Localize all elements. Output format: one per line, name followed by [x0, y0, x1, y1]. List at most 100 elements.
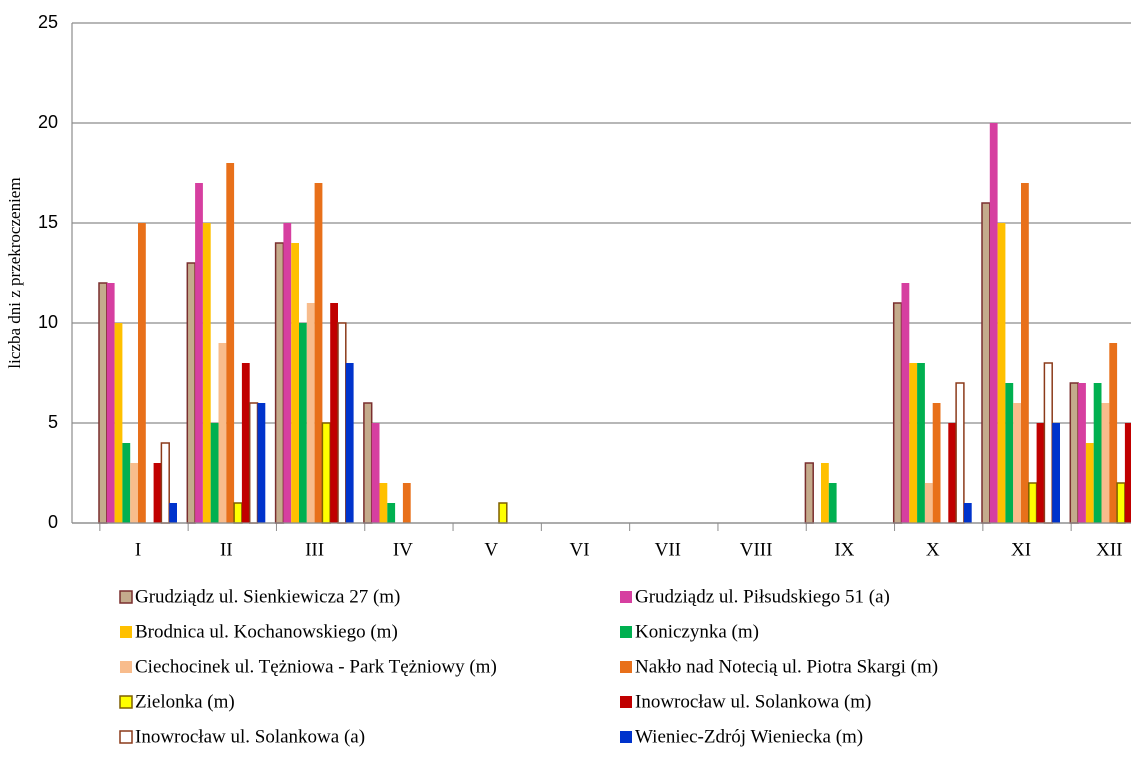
- legend-label: Inowrocław ul. Solankowa (m): [635, 691, 871, 712]
- y-tick-label: 5: [48, 412, 58, 432]
- y-tick-label: 10: [38, 312, 58, 332]
- bar: [106, 283, 115, 523]
- legend-label: Koniczynka (m): [635, 621, 759, 642]
- bar: [1085, 443, 1094, 523]
- bar: [901, 283, 910, 523]
- bar: [1116, 482, 1126, 524]
- bar: [498, 502, 508, 524]
- x-tick-label: XI: [1011, 539, 1031, 560]
- x-tick-label: VIII: [740, 539, 773, 560]
- y-tick-label: 0: [48, 512, 58, 532]
- bar: [1036, 423, 1045, 523]
- bar: [202, 223, 211, 523]
- bar: [924, 483, 933, 523]
- bar: [186, 262, 196, 524]
- bar: [241, 363, 250, 523]
- bar: [153, 463, 162, 523]
- x-tick-label: II: [220, 539, 233, 560]
- bar: [804, 462, 814, 524]
- x-tick-label: VII: [655, 539, 681, 560]
- bar: [122, 443, 131, 523]
- bar: [909, 363, 918, 523]
- bar: [1043, 362, 1053, 524]
- legend-swatch: [120, 626, 132, 638]
- legend-swatch: [620, 626, 632, 638]
- bar: [98, 282, 108, 524]
- bar: [291, 243, 299, 523]
- bar: [892, 302, 903, 524]
- legend-label: Wieniec-Zdrój Wieniecka (m): [635, 726, 863, 747]
- y-tick-label: 15: [38, 212, 58, 232]
- bar: [1101, 403, 1110, 523]
- bar: [226, 163, 235, 523]
- y-tick-label: 20: [38, 112, 58, 132]
- bar: [1005, 383, 1014, 523]
- bar: [218, 343, 227, 523]
- bar: [955, 382, 965, 524]
- bar: [371, 423, 380, 523]
- legend-swatch: [119, 695, 133, 709]
- legend-swatch: [620, 591, 632, 603]
- legend-label: Grudziądz ul. Piłsudskiego 51 (a): [635, 586, 890, 607]
- bar: [363, 402, 373, 524]
- bar: [233, 502, 243, 524]
- bar: [1124, 423, 1131, 523]
- x-tick-label: VI: [569, 539, 589, 560]
- bar: [828, 483, 837, 523]
- bar: [379, 483, 388, 523]
- bar: [257, 403, 266, 523]
- bar: [210, 423, 219, 523]
- legend-label: Inowrocław ul. Solankowa (a): [135, 726, 365, 747]
- legend-label: Ciechocinek ul. Tężniowa - Park Tężniowy…: [135, 656, 497, 677]
- bar: [963, 503, 972, 523]
- bar: [917, 363, 925, 523]
- bar: [169, 503, 177, 523]
- bar: [330, 303, 338, 523]
- y-axis-label: liczba dni z przekroczeniem: [5, 177, 24, 368]
- bar: [948, 423, 957, 523]
- bar: [981, 202, 991, 524]
- bar: [283, 223, 292, 523]
- bar: [1069, 382, 1079, 524]
- x-tick-label: III: [305, 539, 324, 560]
- x-tick-label: I: [135, 539, 141, 560]
- bar: [1078, 383, 1086, 523]
- legend-swatch: [620, 661, 632, 673]
- bar: [345, 363, 354, 523]
- legend-label: Nakło nad Notecią ul. Piotra Skargi (m): [635, 656, 938, 677]
- x-tick-label: IX: [834, 539, 854, 560]
- legend-swatch: [119, 730, 133, 744]
- bar: [1028, 482, 1038, 524]
- legend-swatch: [119, 590, 133, 604]
- bar: [1109, 343, 1118, 523]
- bar: [321, 422, 331, 524]
- bar: [1013, 403, 1021, 523]
- bar: [195, 183, 203, 523]
- bar: [138, 223, 146, 523]
- bar: [402, 483, 411, 523]
- x-tick-label: XII: [1096, 539, 1122, 560]
- bar: [1052, 423, 1060, 523]
- y-tick-label: 25: [38, 12, 58, 32]
- bar: [932, 403, 941, 523]
- legend-label: Brodnica ul. Kochanowskiego (m): [135, 621, 398, 642]
- bar: [1021, 183, 1029, 523]
- x-tick-label: IV: [393, 539, 413, 560]
- legend-label: Grudziądz ul. Sienkiewicza 27 (m): [135, 586, 400, 607]
- bar: [997, 223, 1006, 523]
- legend-swatch: [620, 696, 632, 708]
- bar: [114, 323, 123, 523]
- bar: [387, 503, 396, 523]
- bar: [130, 463, 138, 523]
- bar: [306, 303, 315, 523]
- bar: [248, 402, 259, 524]
- bar: [274, 242, 285, 524]
- x-tick-label: X: [926, 539, 940, 560]
- legend-swatch: [120, 661, 132, 673]
- legend-label: Zielonka (m): [135, 691, 235, 712]
- bar: [1093, 383, 1102, 523]
- bar: [337, 322, 347, 524]
- bar: [299, 323, 307, 523]
- bar: [821, 463, 829, 523]
